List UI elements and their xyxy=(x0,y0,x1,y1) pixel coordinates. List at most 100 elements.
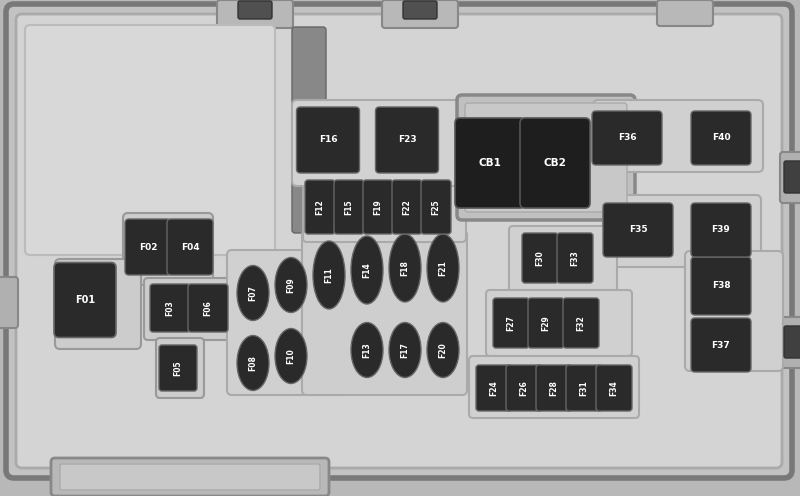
FancyBboxPatch shape xyxy=(536,365,572,411)
Ellipse shape xyxy=(313,241,345,309)
Text: F10: F10 xyxy=(286,348,295,364)
Ellipse shape xyxy=(427,322,459,377)
FancyBboxPatch shape xyxy=(563,298,599,348)
FancyBboxPatch shape xyxy=(382,0,458,28)
Text: F29: F29 xyxy=(542,315,550,331)
Text: F32: F32 xyxy=(577,315,586,331)
FancyBboxPatch shape xyxy=(123,213,213,285)
FancyBboxPatch shape xyxy=(0,277,18,328)
Text: F24: F24 xyxy=(490,380,498,396)
Text: F38: F38 xyxy=(712,282,730,291)
FancyBboxPatch shape xyxy=(334,180,364,234)
FancyBboxPatch shape xyxy=(469,356,639,418)
FancyBboxPatch shape xyxy=(375,107,438,173)
Text: F25: F25 xyxy=(431,199,441,215)
Text: F16: F16 xyxy=(318,135,338,144)
Text: F36: F36 xyxy=(618,133,636,142)
Text: F31: F31 xyxy=(579,380,589,396)
Text: F27: F27 xyxy=(506,315,515,331)
Ellipse shape xyxy=(275,328,307,383)
FancyBboxPatch shape xyxy=(486,290,632,356)
Ellipse shape xyxy=(351,236,383,304)
FancyBboxPatch shape xyxy=(238,1,272,19)
Text: F30: F30 xyxy=(535,250,545,266)
FancyBboxPatch shape xyxy=(51,458,329,496)
Text: F19: F19 xyxy=(374,199,382,215)
FancyBboxPatch shape xyxy=(691,318,751,372)
Text: F11: F11 xyxy=(325,267,334,283)
FancyBboxPatch shape xyxy=(25,25,275,255)
FancyBboxPatch shape xyxy=(780,317,800,368)
Text: F39: F39 xyxy=(712,226,730,235)
FancyBboxPatch shape xyxy=(520,118,590,208)
FancyBboxPatch shape xyxy=(217,0,293,28)
Text: F20: F20 xyxy=(438,342,447,358)
Text: F08: F08 xyxy=(249,355,258,371)
FancyBboxPatch shape xyxy=(528,298,564,348)
Ellipse shape xyxy=(275,257,307,312)
Text: F33: F33 xyxy=(570,250,579,266)
Text: F35: F35 xyxy=(629,226,647,235)
Text: F18: F18 xyxy=(401,260,410,276)
Text: F34: F34 xyxy=(610,380,618,396)
FancyBboxPatch shape xyxy=(691,257,751,315)
FancyBboxPatch shape xyxy=(465,103,627,212)
FancyBboxPatch shape xyxy=(506,365,542,411)
Text: F37: F37 xyxy=(712,340,730,350)
FancyBboxPatch shape xyxy=(457,95,635,220)
FancyBboxPatch shape xyxy=(476,365,512,411)
FancyBboxPatch shape xyxy=(159,345,197,391)
FancyBboxPatch shape xyxy=(188,284,228,332)
Ellipse shape xyxy=(389,322,421,377)
FancyBboxPatch shape xyxy=(150,284,190,332)
FancyBboxPatch shape xyxy=(596,365,632,411)
FancyBboxPatch shape xyxy=(54,262,116,337)
FancyBboxPatch shape xyxy=(784,161,800,193)
Text: F01: F01 xyxy=(75,295,95,305)
FancyBboxPatch shape xyxy=(302,230,467,395)
Text: F28: F28 xyxy=(550,380,558,396)
FancyBboxPatch shape xyxy=(60,464,320,490)
FancyBboxPatch shape xyxy=(780,152,800,203)
FancyBboxPatch shape xyxy=(603,195,761,267)
FancyBboxPatch shape xyxy=(403,1,437,19)
Text: F06: F06 xyxy=(203,300,213,316)
FancyBboxPatch shape xyxy=(303,174,466,242)
FancyBboxPatch shape xyxy=(691,111,751,165)
Text: F03: F03 xyxy=(166,300,174,316)
FancyBboxPatch shape xyxy=(16,14,782,468)
FancyBboxPatch shape xyxy=(227,250,347,395)
FancyBboxPatch shape xyxy=(493,298,529,348)
Text: F15: F15 xyxy=(345,199,354,215)
FancyBboxPatch shape xyxy=(566,365,602,411)
FancyBboxPatch shape xyxy=(522,233,558,283)
FancyBboxPatch shape xyxy=(144,278,232,340)
FancyBboxPatch shape xyxy=(691,203,751,257)
Text: F02: F02 xyxy=(138,243,158,251)
FancyBboxPatch shape xyxy=(292,100,482,186)
FancyBboxPatch shape xyxy=(603,203,673,257)
FancyBboxPatch shape xyxy=(392,180,422,234)
Ellipse shape xyxy=(237,265,269,320)
Text: F40: F40 xyxy=(712,133,730,142)
FancyBboxPatch shape xyxy=(363,180,393,234)
Text: F17: F17 xyxy=(401,342,410,358)
FancyBboxPatch shape xyxy=(593,100,763,172)
FancyBboxPatch shape xyxy=(167,219,213,275)
Ellipse shape xyxy=(237,335,269,390)
Text: CB1: CB1 xyxy=(478,158,502,168)
FancyBboxPatch shape xyxy=(557,233,593,283)
FancyBboxPatch shape xyxy=(6,4,792,478)
Ellipse shape xyxy=(351,322,383,377)
Text: F21: F21 xyxy=(438,260,447,276)
FancyBboxPatch shape xyxy=(657,0,713,26)
FancyBboxPatch shape xyxy=(509,226,617,296)
FancyBboxPatch shape xyxy=(784,326,800,358)
Text: F26: F26 xyxy=(519,380,529,396)
Text: F22: F22 xyxy=(402,199,411,215)
Ellipse shape xyxy=(427,234,459,302)
Text: F14: F14 xyxy=(362,262,371,278)
FancyBboxPatch shape xyxy=(125,219,171,275)
FancyBboxPatch shape xyxy=(421,180,451,234)
FancyBboxPatch shape xyxy=(297,107,359,173)
